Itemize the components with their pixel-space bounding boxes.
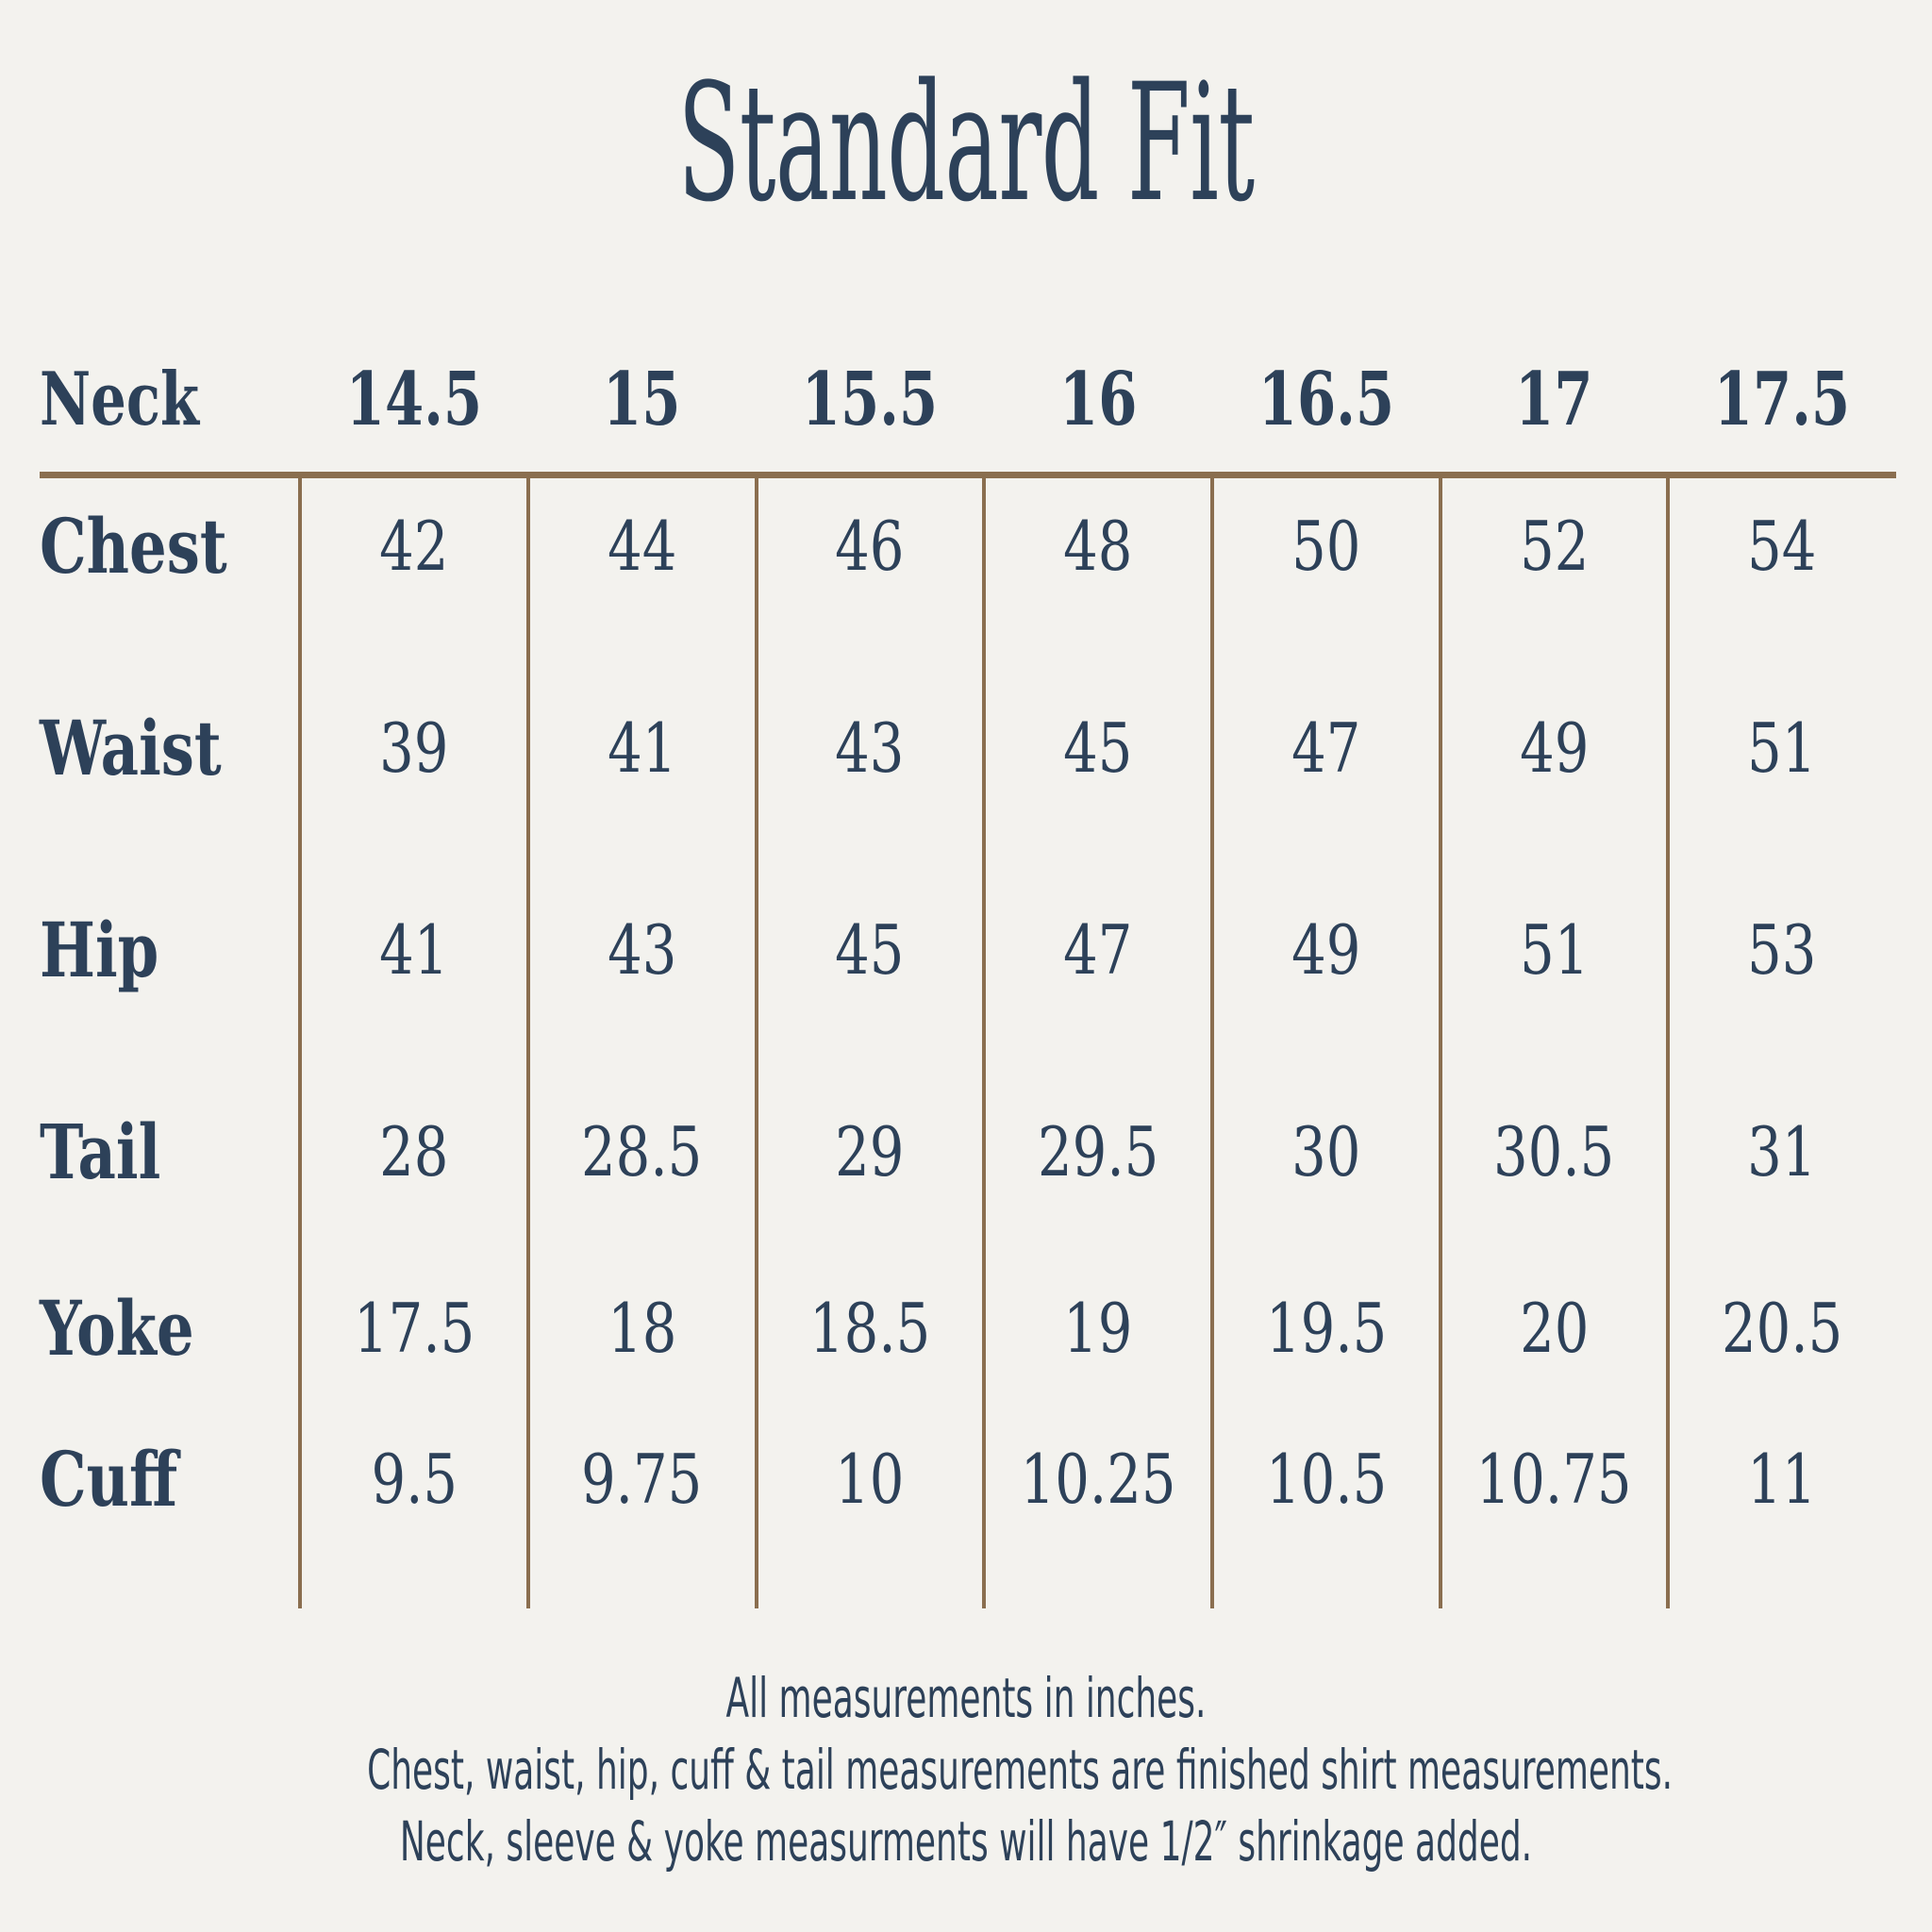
cell-tail-6: 30.5 <box>1493 1112 1615 1191</box>
column-divider-4 <box>982 478 986 1608</box>
table-header: Neck 14.5 15 15.5 16 16.5 <box>40 340 1896 445</box>
cell-yoke-7: 20.5 <box>1721 1289 1843 1368</box>
cell-tail-2: 28.5 <box>581 1112 703 1191</box>
cell-yoke-2: 18 <box>607 1289 677 1368</box>
cell-tail-1: 28 <box>379 1112 449 1191</box>
cell-hip-4: 47 <box>1063 910 1133 990</box>
cell-hip-6: 51 <box>1519 910 1590 990</box>
column-divider-1 <box>298 478 302 1608</box>
table-row: Waist 39 41 43 45 47 49 51 <box>40 647 1896 849</box>
cell-hip-7: 53 <box>1747 910 1817 990</box>
footnote-line-3: Neck, sleeve & yoke measurments will hav… <box>399 1809 1533 1874</box>
row-label-cuff: Cuff <box>40 1435 178 1524</box>
cell-waist-1: 39 <box>379 708 449 788</box>
cell-yoke-3: 18.5 <box>809 1289 931 1368</box>
cell-chest-2: 44 <box>607 507 677 586</box>
cell-waist-3: 43 <box>835 708 905 788</box>
row-label-chest: Chest <box>40 502 227 591</box>
table-row: Chest 42 44 46 48 50 52 54 <box>40 445 1896 647</box>
cell-cuff-3: 10 <box>835 1440 905 1519</box>
cell-tail-4: 29.5 <box>1037 1112 1159 1191</box>
column-divider-6 <box>1439 478 1442 1608</box>
cell-chest-7: 54 <box>1747 507 1817 586</box>
cell-chest-3: 46 <box>835 507 905 586</box>
table-body: Chest 42 44 46 48 50 52 54 Waist 39 41 <box>40 445 1896 1555</box>
cell-cuff-6: 10.75 <box>1475 1440 1632 1519</box>
cell-yoke-6: 20 <box>1519 1289 1590 1368</box>
header-size-4: 16 <box>1058 357 1138 442</box>
cell-yoke-5: 19.5 <box>1265 1289 1387 1368</box>
footnote-line-2: Chest, waist, hip, cuff & tail measureme… <box>367 1738 1674 1802</box>
header-row: Neck 14.5 15 15.5 16 16.5 <box>40 340 1896 445</box>
cell-waist-7: 51 <box>1747 708 1817 788</box>
cell-cuff-4: 10.25 <box>1020 1440 1176 1519</box>
cell-cuff-2: 9.75 <box>581 1440 703 1519</box>
table-row: Tail 28 28.5 29 29.5 30 30.5 31 <box>40 1051 1896 1253</box>
cell-yoke-1: 17.5 <box>353 1289 475 1368</box>
header-neck: Neck <box>40 357 200 442</box>
table-row: Hip 41 43 45 47 49 51 53 <box>40 849 1896 1051</box>
cell-chest-5: 50 <box>1291 507 1361 586</box>
footnote-line-1: All measurements in inches. <box>725 1666 1207 1730</box>
header-size-1: 14.5 <box>345 357 483 442</box>
row-label-yoke: Yoke <box>40 1284 194 1373</box>
cell-hip-1: 41 <box>379 910 449 990</box>
cell-cuff-5: 10.5 <box>1265 1440 1387 1519</box>
row-label-waist: Waist <box>40 704 222 792</box>
row-label-tail: Tail <box>40 1108 161 1196</box>
cell-chest-6: 52 <box>1519 507 1590 586</box>
cell-tail-7: 31 <box>1747 1112 1817 1191</box>
cell-tail-5: 30 <box>1291 1112 1361 1191</box>
header-size-2: 15 <box>603 357 681 442</box>
header-size-6: 17 <box>1515 357 1593 442</box>
cell-hip-2: 43 <box>607 910 677 990</box>
page-title: Standard Fit <box>677 48 1255 238</box>
cell-yoke-4: 19 <box>1063 1289 1133 1368</box>
header-size-7: 17.5 <box>1713 357 1851 442</box>
column-divider-5 <box>1210 478 1214 1608</box>
cell-waist-6: 49 <box>1519 708 1590 788</box>
column-divider-7 <box>1666 478 1670 1608</box>
size-table-container: Neck 14.5 15 15.5 16 16.5 <box>40 340 1896 1555</box>
cell-waist-4: 45 <box>1063 708 1133 788</box>
cell-hip-3: 45 <box>835 910 905 990</box>
header-divider-rule <box>40 472 1896 478</box>
row-label-hip: Hip <box>40 906 159 994</box>
cell-tail-3: 29 <box>835 1112 905 1191</box>
cell-cuff-7: 11 <box>1747 1440 1817 1519</box>
cell-cuff-1: 9.5 <box>371 1440 458 1519</box>
header-size-3: 15.5 <box>802 357 939 442</box>
footnotes: All measurements in inches. Chest, waist… <box>0 1662 1932 1877</box>
header-size-5: 16.5 <box>1257 357 1394 442</box>
cell-waist-2: 41 <box>607 708 677 788</box>
column-divider-2 <box>526 478 530 1608</box>
table-row: Yoke 17.5 18 18.5 19 19.5 20 20.5 <box>40 1253 1896 1404</box>
size-table: Neck 14.5 15 15.5 16 16.5 <box>40 340 1896 1555</box>
column-divider-3 <box>755 478 758 1608</box>
cell-waist-5: 47 <box>1291 708 1361 788</box>
cell-chest-1: 42 <box>379 507 449 586</box>
cell-hip-5: 49 <box>1291 910 1361 990</box>
table-row: Cuff 9.5 9.75 10 10.25 10.5 10.75 11 <box>40 1404 1896 1555</box>
cell-chest-4: 48 <box>1063 507 1133 586</box>
